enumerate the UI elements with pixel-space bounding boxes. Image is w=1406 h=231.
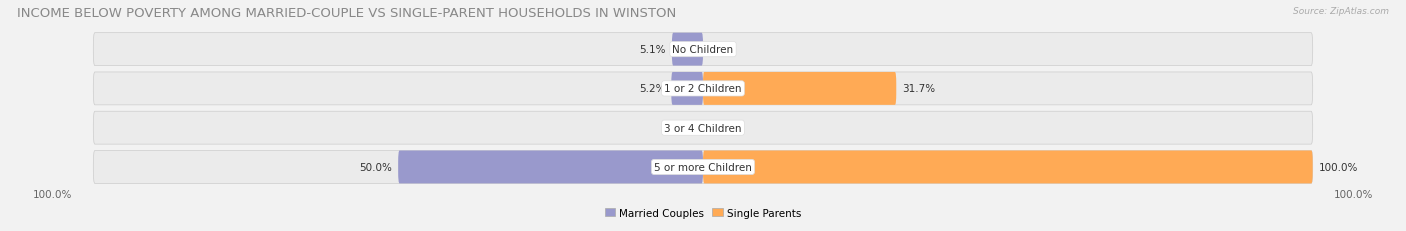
Legend: Married Couples, Single Parents: Married Couples, Single Parents: [603, 206, 803, 220]
FancyBboxPatch shape: [703, 151, 1313, 184]
Text: 0.0%: 0.0%: [709, 123, 735, 133]
Text: 5.1%: 5.1%: [640, 45, 666, 55]
FancyBboxPatch shape: [93, 112, 1313, 145]
Text: Source: ZipAtlas.com: Source: ZipAtlas.com: [1294, 7, 1389, 16]
Text: 100.0%: 100.0%: [1319, 162, 1358, 172]
Text: 5 or more Children: 5 or more Children: [654, 162, 752, 172]
Text: 31.7%: 31.7%: [903, 84, 935, 94]
FancyBboxPatch shape: [703, 73, 896, 105]
FancyBboxPatch shape: [398, 151, 703, 184]
FancyBboxPatch shape: [93, 33, 1313, 66]
Text: 100.0%: 100.0%: [32, 189, 72, 199]
Text: No Children: No Children: [672, 45, 734, 55]
Text: 100.0%: 100.0%: [1334, 189, 1374, 199]
Text: 0.0%: 0.0%: [709, 45, 735, 55]
Text: 1 or 2 Children: 1 or 2 Children: [664, 84, 742, 94]
Text: 50.0%: 50.0%: [359, 162, 392, 172]
Text: INCOME BELOW POVERTY AMONG MARRIED-COUPLE VS SINGLE-PARENT HOUSEHOLDS IN WINSTON: INCOME BELOW POVERTY AMONG MARRIED-COUPL…: [17, 7, 676, 20]
Text: 0.0%: 0.0%: [671, 123, 697, 133]
Text: 5.2%: 5.2%: [638, 84, 665, 94]
FancyBboxPatch shape: [93, 73, 1313, 105]
Text: 3 or 4 Children: 3 or 4 Children: [664, 123, 742, 133]
FancyBboxPatch shape: [672, 33, 703, 66]
FancyBboxPatch shape: [671, 73, 703, 105]
FancyBboxPatch shape: [93, 151, 1313, 184]
